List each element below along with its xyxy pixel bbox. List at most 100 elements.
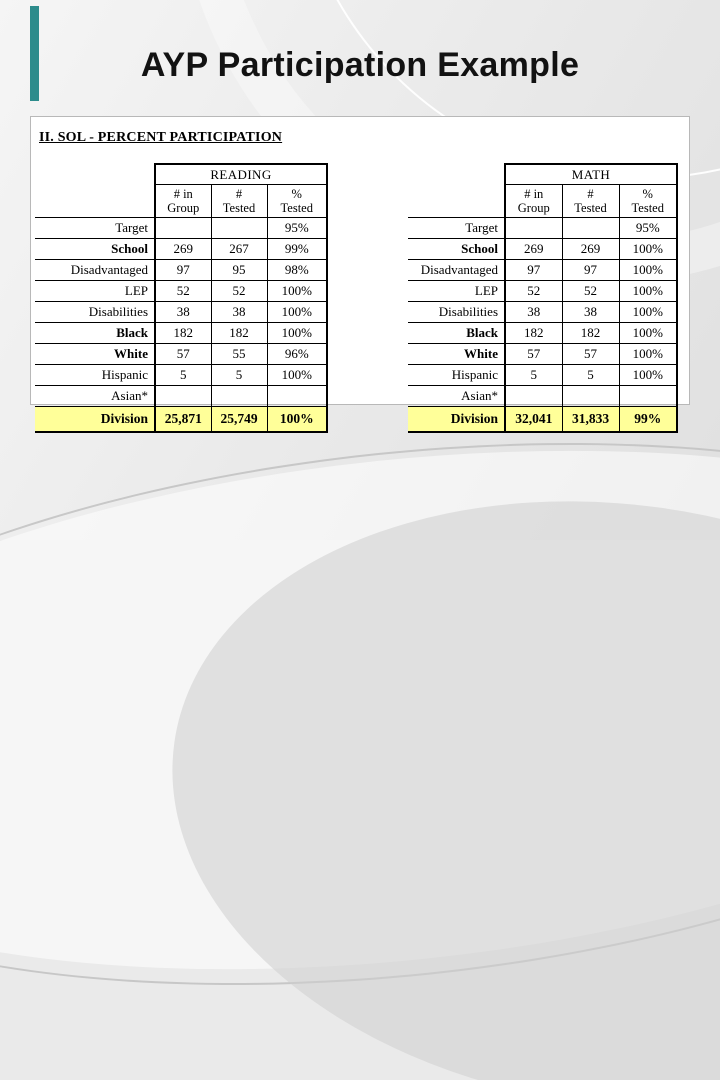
cell-value: 99% (266, 238, 328, 260)
table-row: LEP 52 52 100% (35, 280, 328, 302)
table-row: Hispanic 5 5 100% (408, 364, 678, 386)
column-header-row: # in Group # Tested% Tested (408, 184, 678, 218)
math-participation-table: MATH # in Group # Tested% Tested Target 95% S… (408, 163, 678, 433)
cell-value (618, 385, 678, 407)
cell-value: 95% (618, 217, 678, 239)
table-row: Black 182 182 100% (35, 322, 328, 344)
row-label: Disadvantaged (35, 259, 155, 281)
cell-value: 182 (504, 322, 563, 344)
table-title: READING (154, 163, 328, 185)
row-label: Division (35, 406, 155, 433)
cell-value: 100% (618, 280, 678, 302)
cell-value: 52 (210, 280, 268, 302)
cell-value (154, 217, 212, 239)
column-header: % Tested (266, 184, 328, 218)
cell-value: 99% (618, 406, 678, 433)
cell-value: 269 (504, 238, 563, 260)
slide-title: AYP Participation Example (140, 46, 580, 84)
row-label: School (35, 238, 155, 260)
row-label: White (408, 343, 505, 365)
cell-value: 57 (504, 343, 563, 365)
cell-value: 100% (618, 259, 678, 281)
table-row: LEP 52 52 100% (408, 280, 678, 302)
cell-value: 100% (266, 301, 328, 323)
table-row: Disadvantaged 97 95 98% (35, 259, 328, 281)
column-header: % Tested (618, 184, 678, 218)
cell-value (504, 385, 563, 407)
row-label: Disabilities (35, 301, 155, 323)
table-row: School 269 267 99% (35, 238, 328, 260)
cell-value: 100% (266, 406, 328, 433)
cell-value: 57 (154, 343, 212, 365)
row-label: Asian* (35, 385, 155, 407)
cell-value: 100% (618, 301, 678, 323)
teal-accent-bar (30, 6, 39, 101)
section-heading: II. SOL - PERCENT PARTICIPATION (39, 130, 283, 145)
table-row: Asian* (408, 385, 678, 407)
table-row: Disabilities 38 38 100% (35, 301, 328, 323)
row-label: Disabilities (408, 301, 505, 323)
table-row: Division 25,871 25,749 100% (35, 406, 328, 433)
cell-value: 100% (618, 238, 678, 260)
cell-value: 5 (210, 364, 268, 386)
table-row: Disadvantaged 97 97 100% (408, 259, 678, 281)
row-label: Hispanic (408, 364, 505, 386)
table-title-row: READING (35, 163, 328, 185)
cell-value: 52 (154, 280, 212, 302)
label-spacer (408, 185, 505, 218)
cell-value: 97 (561, 259, 620, 281)
cell-value (210, 217, 268, 239)
reading-table-body: READING # in Group # Tested% Tested Target 9… (35, 163, 328, 433)
cell-value: 5 (154, 364, 212, 386)
row-label: Black (408, 322, 505, 344)
cell-value: 100% (618, 343, 678, 365)
reading-participation-table: READING # in Group # Tested% Tested Target 9… (35, 163, 328, 433)
math-table-body: MATH # in Group # Tested% Tested Target 95% S… (408, 163, 678, 433)
table-row: Black 182 182 100% (408, 322, 678, 344)
cell-value (210, 385, 268, 407)
cell-value: 25,749 (210, 406, 268, 433)
cell-value: 38 (154, 301, 212, 323)
row-label: Target (35, 217, 155, 239)
column-header: # in Group (154, 184, 212, 218)
column-header-row: # in Group # Tested% Tested (35, 184, 328, 218)
cell-value: 5 (504, 364, 563, 386)
table-row: School 269 269 100% (408, 238, 678, 260)
cell-value: 269 (154, 238, 212, 260)
column-header: # in Group (504, 184, 563, 218)
cell-value: 100% (266, 364, 328, 386)
cell-value: 38 (210, 301, 268, 323)
cell-value: 25,871 (154, 406, 212, 433)
cell-value (266, 385, 328, 407)
table-row: White 57 57 100% (408, 343, 678, 365)
cell-value: 182 (154, 322, 212, 344)
table-title: MATH (504, 163, 678, 185)
cell-value: 38 (504, 301, 563, 323)
cell-value: 55 (210, 343, 268, 365)
column-header: # Tested (561, 184, 620, 218)
label-spacer (35, 185, 155, 218)
label-spacer (35, 164, 155, 185)
row-label: Asian* (408, 385, 505, 407)
cell-value: 52 (561, 280, 620, 302)
cell-value: 95% (266, 217, 328, 239)
cell-value: 5 (561, 364, 620, 386)
cell-value: 182 (561, 322, 620, 344)
row-label: Division (408, 406, 505, 433)
table-row: Hispanic 5 5 100% (35, 364, 328, 386)
cell-value: 57 (561, 343, 620, 365)
cell-value: 95 (210, 259, 268, 281)
row-label: Hispanic (35, 364, 155, 386)
cell-value: 100% (266, 322, 328, 344)
cell-value (504, 217, 563, 239)
cell-value: 31,833 (561, 406, 620, 433)
cell-value: 100% (266, 280, 328, 302)
row-label: Target (408, 217, 505, 239)
row-label: White (35, 343, 155, 365)
cell-value: 100% (618, 364, 678, 386)
cell-value: 97 (154, 259, 212, 281)
row-label: Disadvantaged (408, 259, 505, 281)
cell-value: 182 (210, 322, 268, 344)
cell-value (154, 385, 212, 407)
row-label: LEP (408, 280, 505, 302)
